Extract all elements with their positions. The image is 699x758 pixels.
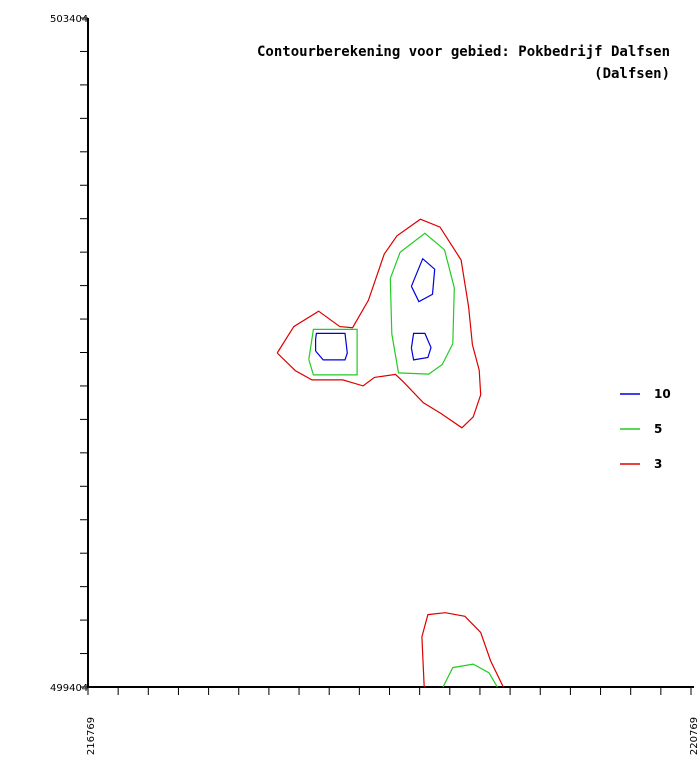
contour-line-5-2 [442,663,498,688]
legend-label-5: 5 [654,422,662,436]
contour-line-5-0 [308,328,358,376]
chart-title: Contourberekening voor gebied: Pokbedrij… [257,44,670,60]
legend-label-3: 3 [654,457,662,471]
x-tick-label-right: 220769 [689,717,699,755]
axes [87,18,694,688]
legend: 10 5 3 [620,387,671,471]
legend-label-10: 10 [654,387,671,401]
contour-line-3-0 [276,218,482,429]
contour-line-10-1 [410,257,436,303]
y-tick-label-top: 503404 [50,14,88,25]
chart-subtitle: (Dalfsen) [594,66,670,82]
contour-line-10-2 [410,332,432,361]
y-ticks [80,17,88,688]
contour-line-3-1 [421,612,504,688]
contour-line-5-1 [389,232,455,375]
x-ticks [87,687,692,695]
contour-line-10-0 [315,332,348,361]
contour-lines [276,218,504,688]
y-tick-label-bottom: 499404 [50,683,88,694]
x-tick-label-left: 216769 [86,717,97,755]
